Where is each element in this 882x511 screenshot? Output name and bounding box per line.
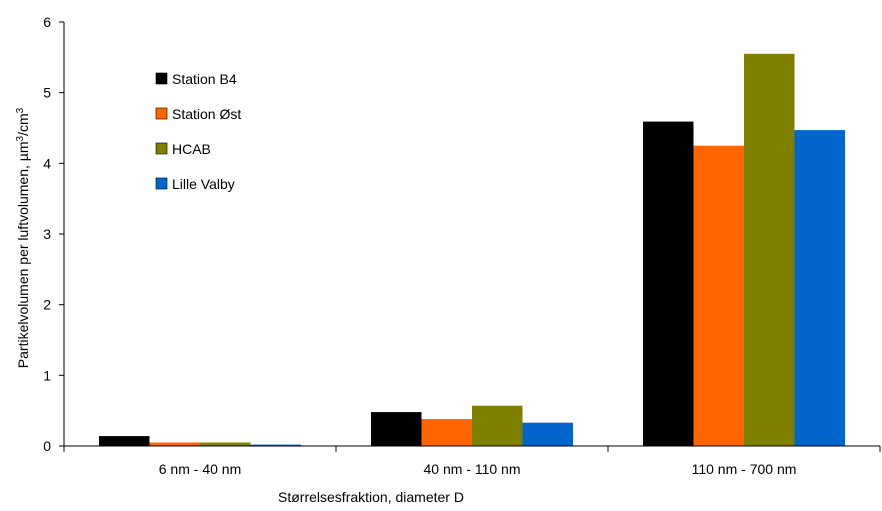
bars-group bbox=[99, 53, 845, 447]
bar-2-2 bbox=[744, 53, 795, 447]
bar-2-0 bbox=[200, 442, 251, 446]
y-axis-label-sup1: 3 bbox=[15, 135, 26, 141]
legend-swatch-3 bbox=[155, 177, 168, 190]
y-tick-label-3: 3 bbox=[43, 226, 51, 242]
legend-swatch-2 bbox=[155, 142, 168, 155]
bar-3-1 bbox=[522, 422, 573, 446]
legend-label-2: HCAB bbox=[172, 141, 211, 157]
x-tick-label-1: 40 nm - 110 nm bbox=[423, 461, 520, 477]
y-tick-label-6: 6 bbox=[43, 14, 51, 30]
bar-0-0 bbox=[99, 436, 150, 446]
y-axis-label-main: Partikelvolumen per luftvolumen, µm bbox=[15, 141, 31, 368]
bar-1-2 bbox=[693, 145, 744, 446]
ticks-group: 0 1 2 3 4 5 6 6 nm - 40 nm 40 nm - 110 nm 110 nm … bbox=[43, 14, 881, 477]
y-tick-label-1: 1 bbox=[43, 367, 51, 383]
y-axis-label-mid: /cm bbox=[15, 113, 31, 136]
bar-0-1 bbox=[371, 412, 422, 446]
legend-swatch-0 bbox=[155, 72, 168, 85]
bar-3-0 bbox=[250, 444, 301, 446]
legend-swatch-1 bbox=[155, 107, 168, 120]
y-tick-label-5: 5 bbox=[43, 85, 51, 101]
bar-0-2 bbox=[643, 121, 694, 446]
x-tick-label-0: 6 nm - 40 nm bbox=[159, 461, 241, 477]
y-tick-label-4: 4 bbox=[43, 155, 51, 171]
bar-2-1 bbox=[472, 405, 523, 446]
y-tick-label-0: 0 bbox=[43, 438, 51, 454]
legend-label-1: Station Øst bbox=[172, 106, 241, 122]
bar-3-2 bbox=[794, 130, 845, 446]
legend-label-3: Lille Valby bbox=[172, 176, 235, 192]
y-axis-label: Partikelvolumen per luftvolumen, µm3/cm3 bbox=[15, 107, 31, 368]
x-axis-label: Størrelsesfraktion, diameter D bbox=[278, 489, 464, 505]
legend-label-0: Station B4 bbox=[172, 71, 237, 87]
y-axis-label-sup2: 3 bbox=[15, 107, 26, 113]
bar-1-1 bbox=[421, 419, 472, 446]
y-tick-label-2: 2 bbox=[43, 297, 51, 313]
bar-1-0 bbox=[149, 442, 200, 446]
legend: Station B4 Station Øst HCAB Lille Valby bbox=[155, 71, 241, 192]
x-tick-label-2: 110 nm - 700 nm bbox=[692, 461, 797, 477]
